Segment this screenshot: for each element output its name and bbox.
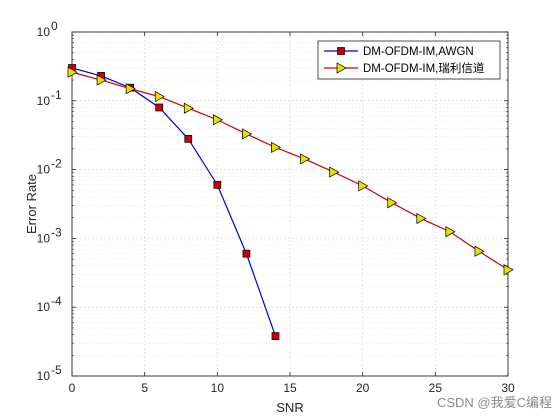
y-tick-label: 10 <box>37 369 51 383</box>
series-2-point <box>271 141 282 154</box>
series-2-point <box>212 114 224 126</box>
series-layer <box>67 64 514 340</box>
x-tick-label: 5 <box>141 381 148 395</box>
series-2-point <box>445 226 456 238</box>
series-1-point <box>213 181 222 189</box>
series-2-point <box>387 197 398 209</box>
watermark-text: CSDN @我爱C编程 <box>437 395 552 410</box>
series-2-point <box>125 83 136 95</box>
x-tick-label: 25 <box>429 381 443 395</box>
y-tick-label: 10 <box>37 163 51 177</box>
legend-box <box>317 40 501 80</box>
series-2-point <box>242 128 253 140</box>
y-tick-exponent: -4 <box>51 294 62 308</box>
x-tick-label: 30 <box>501 381 515 395</box>
series-2-point <box>329 166 340 178</box>
x-axis-title: SNR <box>276 400 303 415</box>
legend-swatch-marker <box>336 62 347 74</box>
legend-entry-label: DM-OFDM-IM,AWGN <box>363 46 474 58</box>
x-tick-label: 0 <box>69 381 76 395</box>
series-2-point <box>503 264 514 276</box>
series-1-point <box>242 249 251 258</box>
series-1-point <box>271 332 280 340</box>
y-axis-title: Error Rate <box>24 174 39 234</box>
series-2-line <box>71 71 509 271</box>
x-tick-label: 20 <box>356 381 370 395</box>
y-tick-exponent: -2 <box>51 157 62 171</box>
series-2-point <box>96 74 107 86</box>
grid-layer <box>71 31 509 377</box>
series-2-point <box>154 91 165 103</box>
series-2-point <box>300 153 311 165</box>
y-tick-label: 10 <box>37 231 51 245</box>
y-tick-label: 10 <box>37 300 51 314</box>
y-tick-label: 10 <box>37 25 51 39</box>
y-tick-exponent: -1 <box>51 88 62 102</box>
series-2-point <box>358 180 369 192</box>
y-tick-label: 10 <box>37 94 51 108</box>
series-1-line <box>71 67 277 337</box>
x-tick-label: 15 <box>283 381 297 395</box>
series-2-point <box>183 102 194 114</box>
series-2-point <box>474 245 485 257</box>
y-tick-exponent: 0 <box>51 19 58 33</box>
series-2 <box>67 66 514 276</box>
series-2-point <box>67 66 78 78</box>
legend: DM-OFDM-IM,AWGN DM-OFDM-IM,瑞利信道 <box>317 40 501 80</box>
x-tick-label: 10 <box>211 381 225 395</box>
series-2-point <box>416 212 427 225</box>
legend-entry-label: DM-OFDM-IM,瑞利信道 <box>363 61 485 75</box>
series-1-point <box>184 134 193 143</box>
series-1 <box>68 64 280 340</box>
y-tick-exponent: -3 <box>51 225 62 239</box>
series-1-point <box>155 103 164 112</box>
y-tick-exponent: -5 <box>51 363 62 377</box>
legend-swatch-marker <box>337 47 345 55</box>
